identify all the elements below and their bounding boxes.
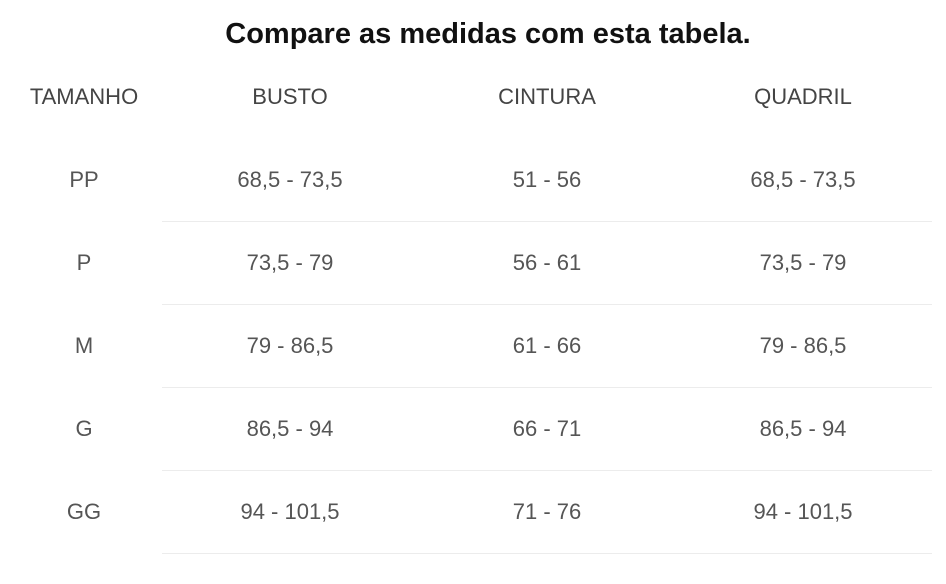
table-cell: 79 - 86,5 <box>759 333 847 358</box>
table-cell: M <box>74 333 94 358</box>
table-cell: 56 - 61 <box>512 250 582 275</box>
column-header: BUSTO <box>252 84 328 109</box>
table-cell: 94 - 101,5 <box>240 499 340 524</box>
row-separator <box>162 221 932 222</box>
table-cell: GG <box>66 499 102 524</box>
column-header: TAMANHO <box>29 84 139 109</box>
table-cell: 68,5 - 73,5 <box>750 167 856 192</box>
table-cell: 86,5 - 94 <box>246 416 334 441</box>
table-cell: 61 - 66 <box>512 333 582 358</box>
table-cell: 68,5 - 73,5 <box>237 167 343 192</box>
row-separator <box>162 553 932 554</box>
row-separator <box>162 387 932 388</box>
table-cell: 71 - 76 <box>512 499 582 524</box>
table-cell: 79 - 86,5 <box>246 333 334 358</box>
table-cell: 73,5 - 79 <box>759 250 847 275</box>
title: Compare as medidas com esta tabela. <box>225 18 751 50</box>
column-header: QUADRIL <box>754 84 852 109</box>
table-cell: 86,5 - 94 <box>759 416 847 441</box>
table-cell: 94 - 101,5 <box>753 499 853 524</box>
row-separator <box>162 470 932 471</box>
row-separator <box>162 304 932 305</box>
table-cell: PP <box>69 167 99 192</box>
table-cell: 51 - 56 <box>512 167 582 192</box>
column-header: CINTURA <box>498 84 596 109</box>
table-cell: G <box>75 416 93 441</box>
table-cell: 66 - 71 <box>512 416 582 441</box>
table-cell: 73,5 - 79 <box>246 250 334 275</box>
table-cell: P <box>76 250 92 275</box>
